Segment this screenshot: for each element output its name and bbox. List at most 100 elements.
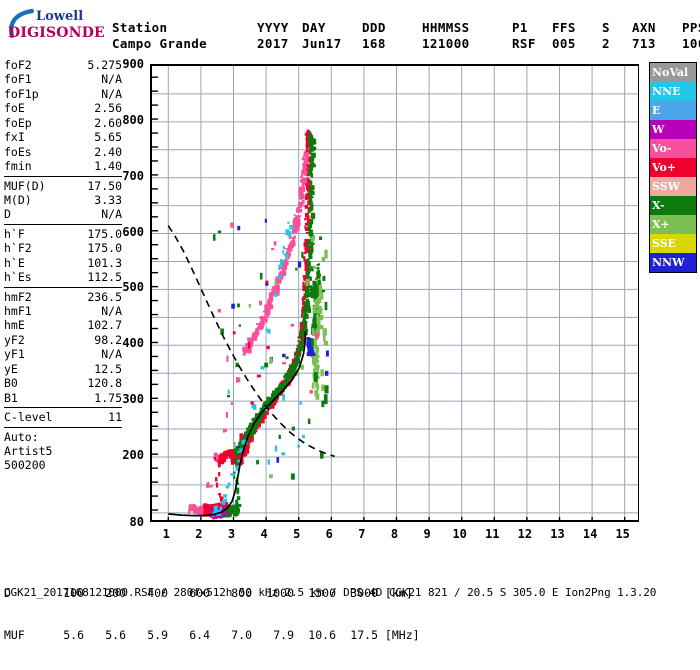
autoscaler-line: 500200 — [4, 458, 46, 473]
legend-item-vo[interactable]: Vo+ — [650, 158, 696, 177]
distance-value: 400 — [147, 586, 168, 600]
header-label-6: FFS — [552, 20, 576, 35]
param-value: 5.65 — [94, 130, 122, 145]
header-label-2: DAY — [302, 20, 326, 35]
y-tick-label: 300 — [122, 392, 144, 407]
header-label-9: PPS — [682, 20, 700, 35]
legend-item-w[interactable]: W — [650, 120, 696, 139]
x-tick-label: 4 — [260, 527, 268, 541]
x-tick-label: 9 — [423, 527, 431, 541]
muf-value: 5.6 — [63, 628, 84, 642]
param-row: foEs 2.40 — [4, 145, 122, 159]
param-row: foF1p N/A — [4, 87, 122, 101]
legend-item-nnw[interactable]: NNW — [650, 253, 696, 272]
header-label-3: DDD — [362, 20, 386, 35]
param-key: D — [4, 207, 11, 222]
param-row: yF1 N/A — [4, 347, 122, 361]
header-value-0: Campo Grande — [112, 36, 208, 51]
param-value: 2.60 — [94, 115, 122, 130]
param-group-autoscaler: Auto: Artist5 500200 — [4, 430, 122, 473]
header-value-7: 2 — [602, 36, 610, 51]
param-row: hmE 102.7 — [4, 318, 122, 332]
param-group-profile: hmF2 236.5 hmF1 N/A hmE 102.7 yF2 98.2 yF1 N/A yE 1… — [4, 290, 122, 406]
header-label-1: YYYY — [257, 20, 289, 35]
param-row: M(D) 3.33 — [4, 193, 122, 207]
legend-item-vo[interactable]: Vo- — [650, 139, 696, 158]
param-key: h`E — [4, 255, 25, 270]
param-row: yF2 98.2 — [4, 333, 122, 347]
ionogram-plot-area[interactable] — [150, 64, 639, 522]
param-row: fmin 1.40 — [4, 159, 122, 173]
x-tick-label: 5 — [293, 527, 301, 541]
ionospheric-parameters-panel: foF2 5.275 foF1 N/A foF1p N/A foE 2.56 foEp 2.60 f… — [4, 58, 122, 473]
x-tick-label: 2 — [195, 527, 203, 541]
header-label-0: Station — [112, 20, 168, 35]
param-key: yF2 — [4, 332, 25, 347]
x-tick-label: 3 — [227, 527, 236, 541]
param-key: MUF(D) — [4, 178, 46, 193]
plot-grid — [152, 66, 638, 520]
header-value-5: RSF — [512, 36, 536, 51]
header-label-row — [0, 32, 32, 48]
autoscaler-line: Auto: — [4, 429, 39, 444]
param-row: foF1 N/A — [4, 72, 122, 86]
param-row: yE 12.5 — [4, 362, 122, 376]
param-key: h`F2 — [4, 241, 32, 256]
x-tick-label: 1 — [162, 527, 170, 541]
param-key: hmF2 — [4, 289, 32, 304]
param-key: B0 — [4, 376, 18, 391]
legend-item-nne[interactable]: NNE — [650, 82, 696, 101]
y-tick-label: 900 — [122, 57, 144, 71]
param-key: foE — [4, 101, 25, 116]
source-file-line: CGK21_2017168121000.RSF / 280fx512h 50 k… — [4, 586, 657, 599]
x-tick-label: 14 — [582, 527, 598, 541]
distance-row: D 100 200 400 600 800 1000 1500 3000 [km] — [4, 586, 420, 600]
muf-value: 10.6 — [308, 628, 336, 642]
y-tick-label: 600 — [122, 224, 144, 239]
legend-item-e[interactable]: E — [650, 101, 696, 120]
distance-unit: [km] — [378, 586, 413, 600]
param-row: h`F2 175.0 — [4, 241, 122, 255]
divider — [4, 426, 122, 428]
muf-value: 17.5 — [350, 628, 378, 642]
param-row: MUF(D) 17.50 — [4, 179, 122, 193]
muf-value: 7.0 — [231, 628, 252, 642]
autoscaler-line: Artist5 — [4, 443, 53, 458]
distance-label: D — [4, 586, 11, 600]
y-tick-label: 80 — [129, 515, 144, 529]
logo-text-lowell: Lowell — [36, 9, 84, 24]
x-tick-label: 11 — [485, 527, 500, 541]
param-row: hmF2 236.5 — [4, 290, 122, 304]
header-label-7: S — [602, 20, 610, 35]
legend-item-ssw[interactable]: SSW — [650, 177, 696, 196]
param-key: foEs — [4, 144, 32, 159]
param-key: hmF1 — [4, 304, 32, 318]
param-row: C-level 11 — [4, 410, 122, 424]
x-tick-label: 7 — [358, 527, 366, 541]
legend-item-x[interactable]: X+ — [650, 215, 696, 234]
param-row: D N/A — [4, 207, 122, 221]
param-value: 98.2 — [94, 332, 122, 347]
param-key: yE — [4, 361, 18, 376]
param-row: hmF1 N/A — [4, 304, 122, 318]
direction-legend[interactable]: NoVal NNE E W Vo- Vo+ SSW X- X+ SSE NNW — [649, 62, 697, 273]
legend-item-sse[interactable]: SSE — [650, 234, 696, 253]
param-group-virtual-heights: h`F 175.0 h`F2 175.0 h`E 101.3 h`Es 112.5 — [4, 227, 122, 285]
param-key: hmE — [4, 318, 25, 333]
x-tick-label: 13 — [550, 527, 565, 541]
header-label-8: AXN — [632, 20, 656, 35]
legend-item-noval[interactable]: NoVal — [650, 63, 696, 82]
param-value: 102.7 — [87, 318, 122, 333]
muf-unit: [MHz] — [378, 628, 420, 642]
muf-value: 5.9 — [147, 628, 168, 642]
param-row: h`F 175.0 — [4, 227, 122, 241]
param-value: 5.275 — [87, 58, 122, 72]
distance-value: 3000 — [350, 586, 378, 600]
param-value: 236.5 — [87, 289, 122, 304]
header-value-9: 100 — [682, 36, 700, 51]
param-group-frequencies: foF2 5.275 foF1 N/A foF1p N/A foE 2.56 foEp 2.60 f… — [4, 58, 122, 174]
header-label-4: HHMMSS — [422, 20, 470, 35]
param-key: foEp — [4, 115, 32, 130]
legend-item-x[interactable]: X- — [650, 196, 696, 215]
param-value: 2.56 — [94, 101, 122, 116]
